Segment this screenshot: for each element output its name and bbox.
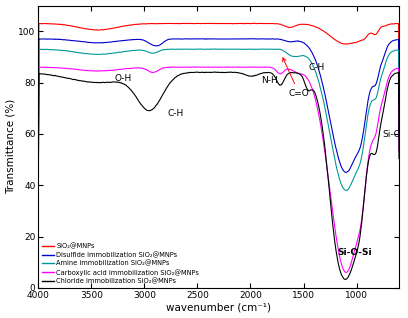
Text: C-H: C-H <box>168 109 184 119</box>
Text: Si-C: Si-C <box>383 130 400 139</box>
Text: C=O: C=O <box>283 58 309 98</box>
Text: N-H: N-H <box>261 76 278 85</box>
Y-axis label: Transmittance (%): Transmittance (%) <box>6 99 16 194</box>
Text: C-H: C-H <box>309 63 325 72</box>
Text: Si-O-Si: Si-O-Si <box>337 248 372 257</box>
Legend: SiO₂@MNPs, Disulfide immobilization SiO₂@MNPs, Amine immobilization SiO₂@MNPs, C: SiO₂@MNPs, Disulfide immobilization SiO₂… <box>42 243 199 285</box>
X-axis label: wavenumber (cm⁻¹): wavenumber (cm⁻¹) <box>166 302 271 313</box>
Text: O-H: O-H <box>115 73 132 83</box>
